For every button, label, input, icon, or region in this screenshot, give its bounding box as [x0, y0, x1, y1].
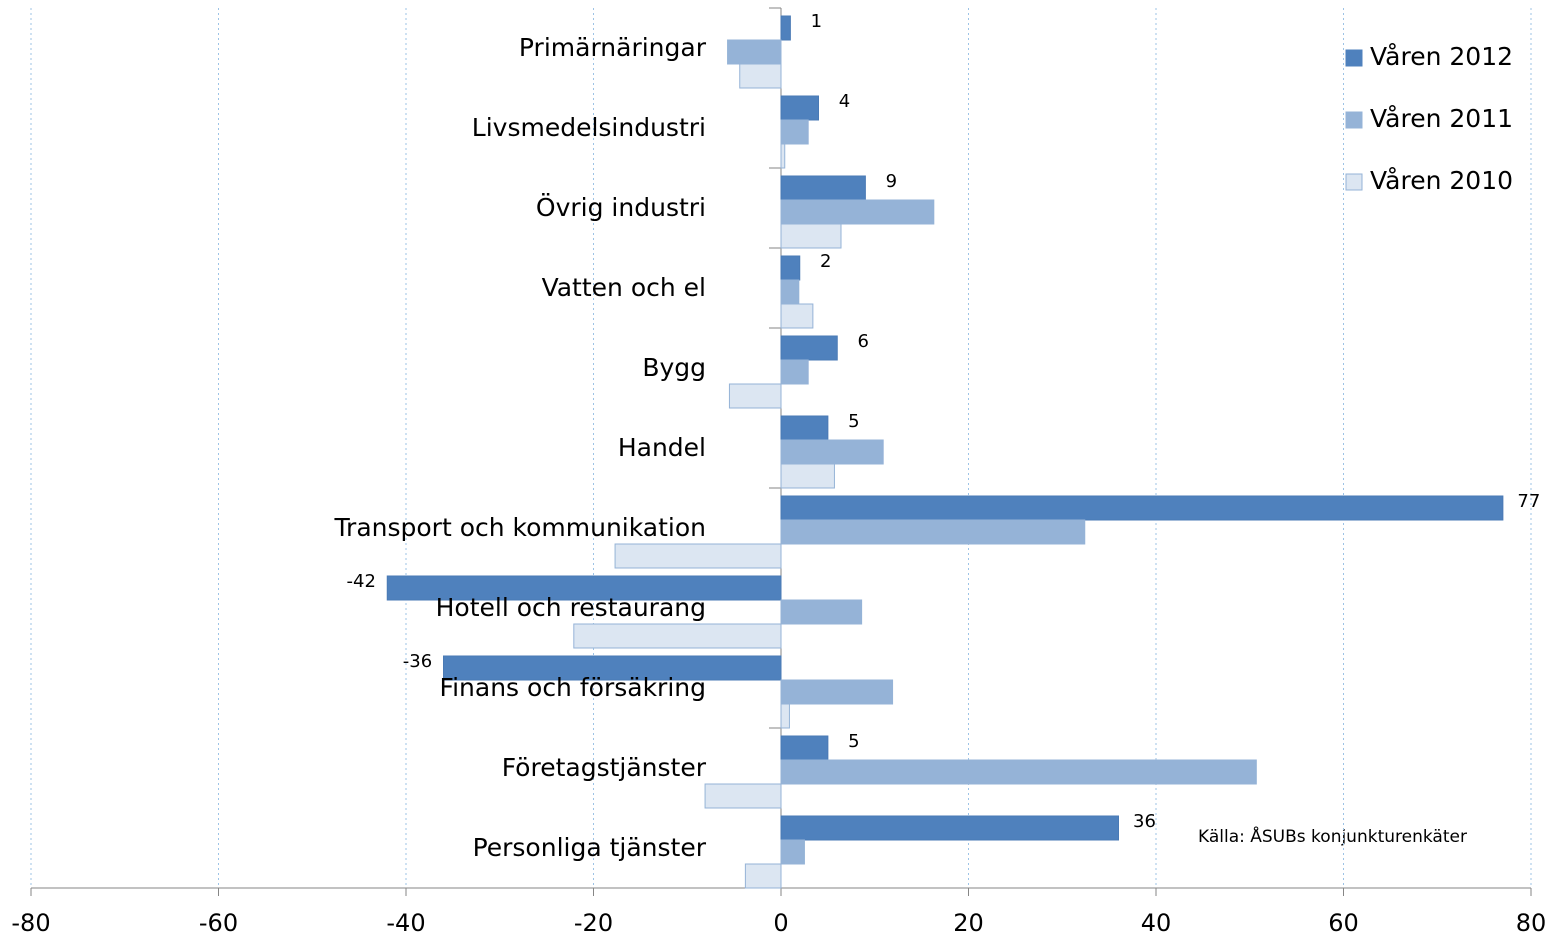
x-tick-label: 40 [1141, 909, 1172, 934]
data-label: 36 [1133, 811, 1156, 832]
category-label: Vatten och el [542, 273, 706, 302]
category-label: Primärnäringar [519, 33, 707, 62]
bar [780, 815, 1119, 841]
data-label: 2 [820, 251, 831, 272]
data-label: 1 [811, 11, 822, 32]
bar [780, 839, 805, 865]
data-label: -36 [403, 651, 432, 672]
bar [780, 15, 791, 41]
category-label: Övrig industri [536, 193, 706, 222]
category-label: Personliga tjänster [473, 833, 707, 862]
legend-swatch [1345, 173, 1363, 191]
category-label: Hotell och restaurang [436, 593, 706, 622]
bar [443, 655, 782, 681]
x-tick-label: 80 [1516, 909, 1547, 934]
x-tick-label: -60 [199, 909, 238, 934]
category-label: Livsmedelsindustri [472, 113, 706, 142]
bar [780, 495, 1504, 521]
bar [780, 735, 829, 761]
bar [739, 63, 782, 89]
bar [780, 519, 1086, 545]
bar [780, 95, 819, 121]
bar [780, 303, 814, 329]
bar [780, 599, 863, 625]
bar [780, 463, 835, 489]
bar [780, 759, 1257, 785]
bar [780, 255, 801, 281]
bar [780, 415, 829, 441]
category-label: Företagstjänster [502, 753, 707, 782]
category-label: Transport och kommunikation [333, 513, 706, 542]
data-label: 5 [848, 411, 859, 432]
category-label: Bygg [642, 353, 706, 382]
x-tick-label: -80 [11, 909, 50, 934]
bar [780, 359, 809, 385]
bar [780, 439, 884, 465]
bar [780, 143, 786, 169]
legend-label: Våren 2010 [1370, 166, 1513, 195]
bar [704, 783, 782, 809]
bar [614, 543, 782, 569]
bar [573, 623, 782, 649]
bar [780, 175, 866, 201]
data-label: 5 [848, 731, 859, 752]
bar [780, 679, 894, 705]
data-label: 4 [839, 91, 850, 112]
source-note: Källa: ÅSUBs konjunkturenkäter [1198, 825, 1467, 847]
x-tick-label: 60 [1328, 909, 1359, 934]
legend-label: Våren 2012 [1370, 42, 1513, 71]
data-label: 77 [1517, 491, 1540, 512]
data-label: 9 [886, 171, 897, 192]
bar [780, 703, 790, 729]
x-tick-label: 20 [953, 909, 984, 934]
category-label: Handel [618, 433, 706, 462]
bar [780, 199, 935, 225]
bar [780, 223, 842, 249]
bar [780, 279, 800, 305]
bar [744, 863, 782, 889]
bar [386, 575, 782, 601]
x-tick-label: 0 [773, 909, 788, 934]
category-label: Finans och försäkring [440, 673, 706, 702]
bar [780, 119, 809, 145]
legend-swatch [1345, 111, 1363, 129]
x-tick-label: -40 [386, 909, 425, 934]
data-label: -42 [347, 571, 376, 592]
legend-label: Våren 2011 [1370, 104, 1513, 133]
legend-swatch [1345, 49, 1363, 67]
data-label: 6 [858, 331, 869, 352]
bar [727, 39, 782, 65]
bar [728, 383, 782, 409]
x-tick-label: -20 [574, 909, 613, 934]
bar [780, 335, 838, 361]
